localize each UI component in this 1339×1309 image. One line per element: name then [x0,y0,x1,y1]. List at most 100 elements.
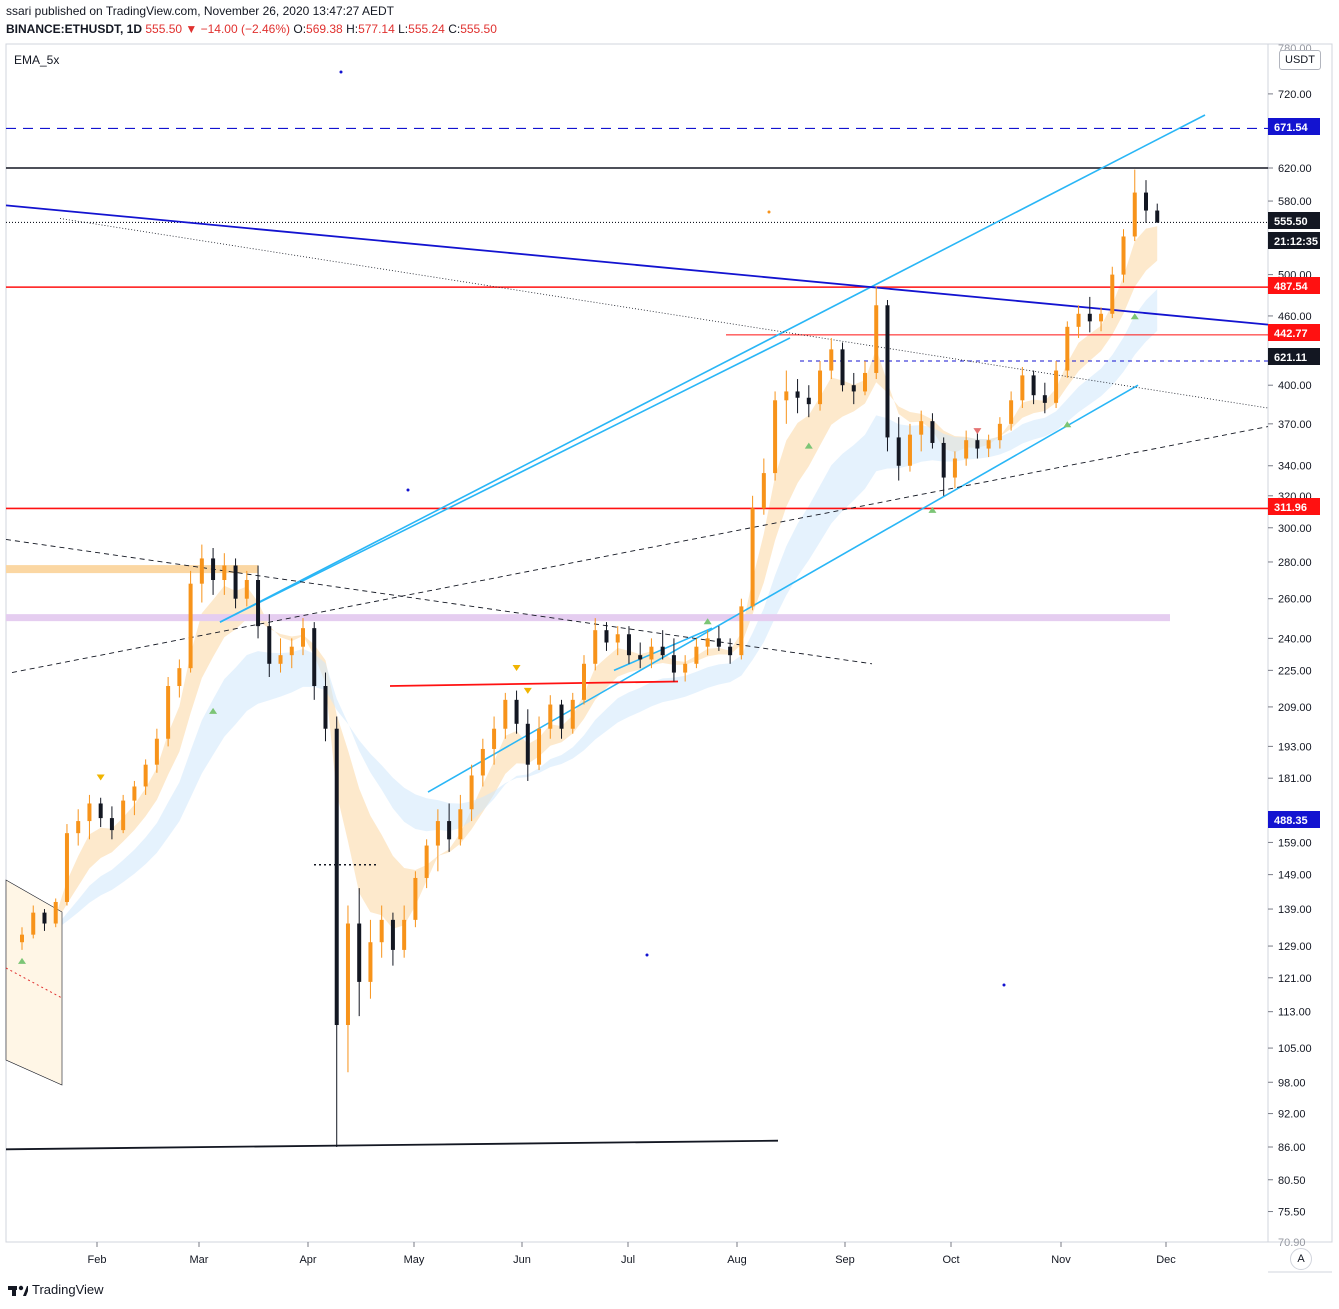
symbol-name[interactable]: BINANCE:ETHUSDT, 1D [6,22,143,36]
candle-body-68 [784,391,789,401]
y-tick-label-27: 86.00 [1278,1142,1306,1154]
candle-body-72 [829,349,834,371]
zones [5,565,1170,1086]
currency-button[interactable]: USDT [1279,50,1321,70]
candle-body-66 [761,473,766,509]
x-tick-label-6: Aug [727,1254,747,1266]
candles [20,169,1160,1147]
candle-body-80 [919,421,924,435]
ema-band-slow [22,289,1158,935]
candle-body-45 [525,723,530,765]
candle-body-36 [424,845,429,878]
y-tick-label-13: 225.00 [1278,665,1312,677]
close-label: C: [448,22,461,36]
x-tick-label-1: Mar [190,1254,209,1266]
x-tick-label-9: Nov [1051,1254,1071,1266]
stray-dot-3 [1002,983,1006,987]
candle-body-47 [548,704,553,729]
stray-dot-1 [406,488,410,492]
candle-body-40 [469,775,474,810]
candle-body-86 [986,440,991,449]
channel-bottom [427,384,1139,793]
price-label-bg-2 [1268,232,1320,249]
candle-body-2 [42,912,47,924]
candle-body-46 [537,728,542,765]
candle-body-65 [750,508,755,607]
candle-body-35 [413,877,418,920]
candle-body-38 [447,821,452,840]
buy-signal-6 [703,618,712,625]
indicator-label[interactable]: EMA_5x [14,53,59,67]
candle-body-20 [244,579,249,599]
y-tick-label-9: 300.00 [1278,523,1312,535]
auto-scale-button[interactable]: A [1290,1248,1312,1270]
time-axis[interactable]: Feb Mar Apr May Jun Jul Aug Sep Oct Nov Dec [88,1242,1177,1266]
y-tick-label-29: 75.50 [1278,1207,1306,1219]
candle-body-9 [121,800,126,831]
candle-body-78 [896,437,901,466]
price-label-bg-0 [1268,118,1320,135]
candle-body-93 [1065,326,1070,371]
sell-signal-3 [973,428,982,435]
y-tick-label-7: 340.00 [1278,461,1312,473]
candle-body-8 [109,818,114,831]
candle-body-21 [256,579,261,627]
candle-body-27 [323,686,328,729]
low-label: L: [398,22,409,36]
candle-body-67 [773,400,778,474]
candle-body-32 [379,919,384,943]
falling-dashed [5,539,873,665]
price-label-text-3: 487.54 [1274,281,1309,293]
y-tick-label-26: 92.00 [1278,1109,1306,1121]
candle-body-97 [1110,274,1115,314]
y-tick-label-14: 209.00 [1278,702,1312,714]
candle-body-91 [1042,395,1047,403]
candle-body-94 [1076,313,1081,327]
price-labels: 671.54 555.50 21:12:35 487.54 442.77 621.11 31… [1268,118,1320,828]
high-value: 577.14 [358,22,395,36]
candle-body-101 [1155,210,1160,223]
price-label-text-1: 555.50 [1274,216,1308,228]
candle-body-69 [795,391,800,398]
x-tick-label-7: Sep [835,1254,855,1266]
y-tick-label-25: 98.00 [1278,1077,1306,1089]
price-label-text-0: 671.54 [1274,122,1309,134]
descending-resistance [5,204,1269,326]
supply-zone-peach [6,565,258,574]
tradingview-logo[interactable]: TradingView [8,1282,104,1297]
candle-body-63 [728,646,733,656]
price-label-bg-5 [1268,348,1320,365]
rising-dashed [11,426,1269,674]
channel-top [219,114,1206,623]
candle-body-29 [345,923,350,1026]
buy-signal-2 [804,442,813,449]
projection-dotted-line [5,967,63,999]
candle-body-3 [53,901,58,924]
candle-body-79 [907,434,912,466]
price-label-text-4: 442.77 [1274,328,1308,340]
candle-body-60 [694,646,699,664]
sell-signal-0 [96,774,105,781]
y-tick-label-22: 121.00 [1278,973,1312,985]
candle-body-56 [649,646,654,660]
candle-body-73 [840,349,845,386]
price-axis[interactable]: 720.00620.00580.00500.00460.00400.00370.… [1268,43,1312,1249]
footer-brand: TradingView [32,1282,104,1297]
candle-body-70 [806,397,811,405]
sell-signal-1 [512,665,521,672]
candle-body-53 [615,634,620,643]
signal-marks [18,70,1139,987]
last-price: 555.50 [145,22,183,36]
y-tick-label-24: 105.00 [1278,1043,1312,1055]
ema-bands [22,226,1158,935]
candle-body-55 [638,655,643,660]
stray-dot-0 [339,70,343,74]
x-tick-label-3: May [404,1254,425,1266]
candle-body-17 [211,558,216,580]
x-tick-label-10: Dec [1156,1254,1176,1266]
candle-body-22 [267,626,272,664]
y-tick-label-15: 193.00 [1278,741,1312,753]
price-change: ▼ −14.00 (−2.46%) [185,22,291,36]
candle-body-24 [289,646,294,656]
